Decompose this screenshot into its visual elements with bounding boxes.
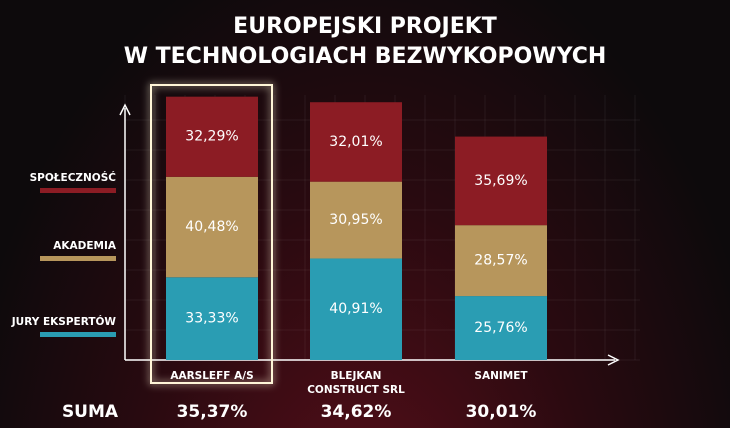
bar-segment [166,176,258,278]
legend-label: AKADEMIA [53,240,117,252]
value-label: 40,91% [329,301,382,317]
legend-label: JURY EKSPERTÓW [11,315,117,328]
bars: 33,33% 40,48% 32,29% 40,91% 30,95% 32,01% 25,7… [166,96,547,360]
highlight-frame [150,84,273,384]
value-label: 28,57% [474,253,527,269]
value-label: 35,69% [474,173,527,189]
x-tick-label: AARSLEFF A/S [170,370,254,382]
bar-segment [166,96,258,177]
legend-label: SPOŁECZNOŚĆ [30,171,117,184]
bar-segment [310,181,402,259]
bar-segment [310,102,402,182]
legend-swatch [40,188,116,193]
totals-label: SUMA [62,402,119,422]
total-value: 34,62% [321,402,392,422]
legend-swatch [40,256,116,261]
value-label: 30,95% [329,212,382,228]
x-tick-label: BLEJKAN CONSTRUCT SRL [307,370,405,396]
bar-segment [455,225,547,297]
value-label: 33,33% [185,311,238,327]
value-label: 40,48% [185,219,238,235]
total-value: 30,01% [466,402,537,422]
value-label: 25,76% [474,320,527,336]
y-axis-arrow [119,103,131,116]
bar-segment [455,136,547,226]
x-tick-label: SANIMET [474,370,528,382]
value-label: 32,01% [329,134,382,150]
total-value: 35,37% [177,402,248,422]
bar-segment [310,258,402,360]
chart-title: EUROPEJSKI PROJEKT W TECHNOLOGIACH BEZWY… [123,14,607,69]
x-axis-arrow [607,354,620,366]
legend-swatch [40,332,116,337]
bar-segment [166,277,258,360]
bar-segment [455,296,547,360]
value-label: 32,29% [185,129,238,145]
